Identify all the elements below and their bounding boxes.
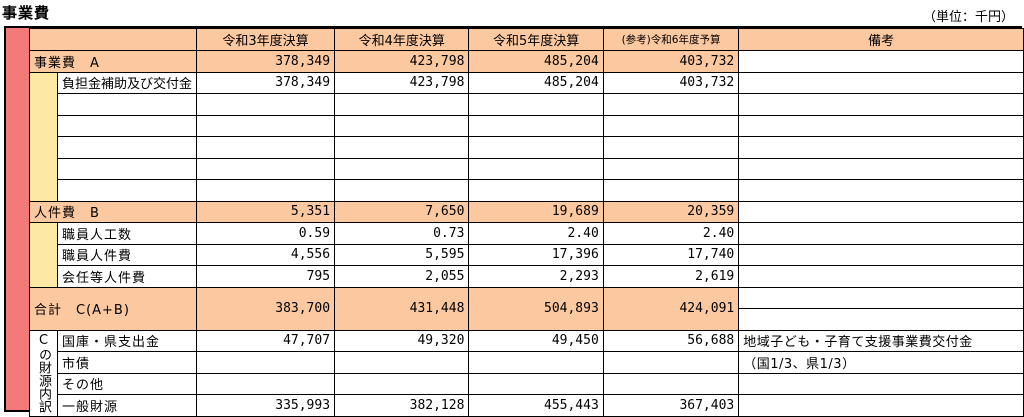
cell: 485,204 — [468, 71, 604, 94]
cell: 485,204 — [468, 50, 604, 73]
cell: 2,293 — [468, 265, 604, 288]
header-blank — [28, 28, 198, 51]
cell: 47,707 — [196, 329, 336, 352]
cell: 424,091 — [602, 286, 740, 331]
biko-cell — [738, 71, 1024, 94]
item-label: その他 — [56, 372, 198, 395]
cell: 49,450 — [468, 329, 604, 352]
item-label: 会任等人件費 — [56, 265, 198, 288]
item-label: 職員人工数 — [56, 222, 198, 245]
cell: 403,732 — [602, 71, 740, 94]
cell: 17,740 — [602, 243, 740, 266]
table-row: 人件費 B 5,351 7,650 19,689 20,359 — [28, 200, 1024, 223]
jinkenhi-label: 人件費 B — [28, 200, 198, 223]
table-row: 職員人件費 4,556 5,595 17,396 17,740 — [30, 243, 1024, 266]
budget-table: 令和3年度決算 令和4年度決算 令和5年度決算 (参考)令和6年度予算 備考 事… — [28, 28, 1024, 417]
zaigen-label: Cの財源内訳 — [29, 329, 58, 417]
cell: 504,893 — [468, 286, 604, 331]
table-row — [30, 136, 1024, 159]
cell: 2,055 — [334, 265, 470, 288]
cell: 423,798 — [334, 71, 470, 94]
item-label: 国庫・県支出金 — [56, 329, 198, 352]
total-row: 合計 C(A+B) 383,700 431,448 504,893 424,09… — [28, 286, 1024, 331]
table-row — [30, 93, 1024, 116]
cell: 49,320 — [334, 329, 470, 352]
cell: 455,443 — [468, 394, 604, 417]
page-title: 事業費 — [2, 4, 51, 22]
cell: 2.40 — [602, 222, 740, 245]
biko-cell — [738, 394, 1024, 417]
jigyohi-label: 事業費 A — [28, 50, 198, 73]
item-label: 負担金補助及び交付金 — [56, 71, 198, 94]
item-label: 職員人件費 — [56, 243, 198, 266]
remark-line: （国1/3、県1/3） — [738, 351, 1024, 374]
cell: 367,403 — [602, 394, 740, 417]
cell: 423,798 — [334, 50, 470, 73]
table-row: その他 — [30, 372, 1024, 395]
table-row: 会任等人件費 795 2,055 2,293 2,619 — [30, 265, 1024, 288]
jinkenhi-bar — [29, 222, 58, 288]
biko-cell — [738, 243, 1024, 266]
table-row: 市債 （国1/3、県1/3） — [30, 351, 1024, 374]
unit-label: （単位：千円） — [922, 10, 1014, 25]
header-r3: 令和3年度決算 — [196, 28, 336, 51]
table-row: 事業費 A 378,349 423,798 485,204 403,732 — [28, 50, 1024, 73]
item-label: 一般財源 — [56, 394, 198, 417]
total-row-2 — [30, 308, 1024, 331]
cell: 383,700 — [196, 286, 336, 331]
total-label: 合計 C(A+B) — [28, 286, 198, 331]
cell: 2,619 — [602, 265, 740, 288]
biko-cell — [738, 286, 1024, 309]
item-label: 市債 — [56, 351, 198, 374]
cell: 17,396 — [468, 243, 604, 266]
cell: 4,556 — [196, 243, 336, 266]
header-r6: (参考)令和6年度予算 — [602, 28, 740, 51]
table-row — [30, 179, 1024, 202]
table-row: 負担金補助及び交付金 378,349 423,798 485,204 403,7… — [29, 71, 1024, 202]
cell — [196, 351, 336, 374]
cell: 2.40 — [468, 222, 604, 245]
table-row: 職員人工数 0.59 0.73 2.40 2.40 — [29, 222, 1024, 288]
cell — [468, 372, 604, 395]
cell: 56,688 — [602, 329, 740, 352]
table-row — [30, 114, 1024, 137]
cell — [334, 351, 470, 374]
cell: 0.73 — [334, 222, 470, 245]
table-row — [30, 157, 1024, 180]
cell — [602, 372, 740, 395]
cell: 5,351 — [196, 200, 336, 223]
cell: 0.59 — [196, 222, 336, 245]
cell — [468, 351, 604, 374]
cell: 5,595 — [334, 243, 470, 266]
cell: 795 — [196, 265, 336, 288]
header-biko: 備考 — [738, 28, 1024, 51]
cell: 403,732 — [602, 50, 740, 73]
cell: 7,650 — [334, 200, 470, 223]
biko-cell — [738, 50, 1024, 73]
cell: 19,689 — [468, 200, 604, 223]
header-r5: 令和5年度決算 — [468, 28, 604, 51]
cell: 382,128 — [334, 394, 470, 417]
cell: 20,359 — [602, 200, 740, 223]
biko-cell — [738, 372, 1024, 395]
cell — [196, 372, 336, 395]
remark-line: 地域子ども・子育て支援事業費交付金 — [738, 329, 1024, 352]
table-row: Cの財源内訳 国庫・県支出金 47,707 49,320 49,450 56,6… — [29, 329, 1024, 417]
table-row: 一般財源 335,993 382,128 455,443 367,403 — [30, 394, 1024, 417]
header-row: 令和3年度決算 令和4年度決算 令和5年度決算 (参考)令和6年度予算 備考 — [28, 28, 1024, 51]
header-r4: 令和4年度決算 — [334, 28, 470, 51]
cell: 378,349 — [196, 71, 336, 94]
cell — [334, 372, 470, 395]
cell: 378,349 — [196, 50, 336, 73]
jigyohi-bar — [29, 71, 58, 202]
cell: 335,993 — [196, 394, 336, 417]
biko-cell — [738, 308, 1024, 331]
cell: 431,448 — [334, 286, 470, 331]
biko-cell — [738, 200, 1024, 223]
biko-cell — [738, 222, 1024, 245]
biko-cell — [738, 265, 1024, 288]
cell — [602, 351, 740, 374]
